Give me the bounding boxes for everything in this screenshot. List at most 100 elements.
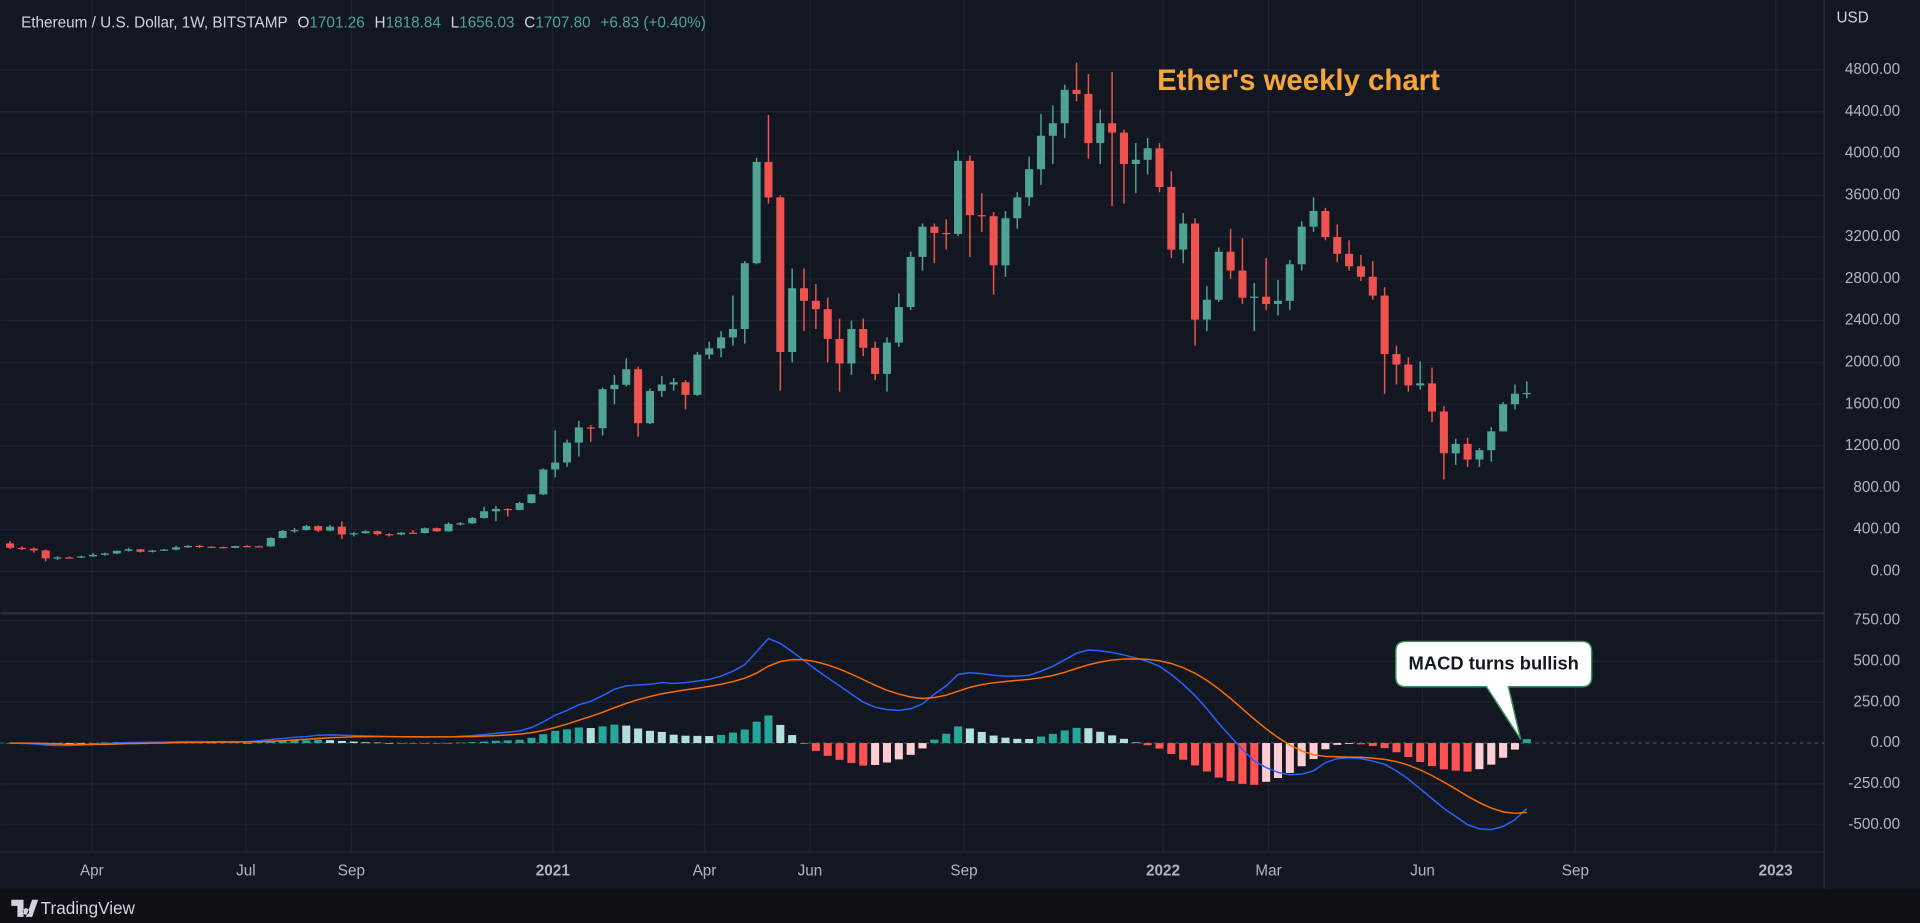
candle-body bbox=[136, 549, 145, 552]
candle-body bbox=[1119, 132, 1128, 164]
histogram-bar bbox=[420, 743, 429, 744]
candle-body bbox=[1048, 123, 1057, 136]
candle-body bbox=[574, 427, 583, 443]
candle-body bbox=[1345, 253, 1354, 267]
histogram-bar bbox=[503, 740, 512, 744]
candle-body bbox=[385, 534, 394, 536]
candle-body bbox=[610, 384, 619, 390]
histogram-bar bbox=[847, 743, 856, 763]
histogram-bar bbox=[1309, 743, 1318, 760]
x-tick-label: Sep bbox=[950, 863, 977, 880]
histogram-bar bbox=[278, 740, 287, 744]
candle-body bbox=[811, 300, 820, 310]
histogram-bar bbox=[290, 740, 299, 744]
histogram-bar bbox=[1333, 743, 1342, 745]
candle-body bbox=[124, 549, 133, 551]
candle-body bbox=[847, 329, 856, 364]
candle-body bbox=[657, 384, 666, 391]
candle-body bbox=[977, 215, 986, 217]
y-tick-label: 4000.00 bbox=[1845, 145, 1900, 162]
candle-body bbox=[1025, 169, 1034, 198]
histogram-bar bbox=[65, 743, 74, 745]
candle-body bbox=[882, 342, 891, 374]
candle-body bbox=[598, 389, 607, 429]
candle-body bbox=[1167, 186, 1176, 250]
candle-body bbox=[1356, 266, 1365, 277]
histogram-bar bbox=[1416, 743, 1425, 763]
histogram-bar bbox=[1119, 738, 1128, 744]
y-tick-label: 3200.00 bbox=[1845, 228, 1900, 245]
candle-body bbox=[1013, 197, 1022, 219]
histogram-bar bbox=[705, 736, 714, 744]
histogram-bar bbox=[1356, 743, 1365, 745]
histogram-bar bbox=[254, 742, 263, 744]
x-tick-label: 2022 bbox=[1146, 863, 1180, 880]
candle-body bbox=[1273, 300, 1283, 304]
candle-body bbox=[456, 523, 465, 525]
candle-body bbox=[1108, 123, 1117, 133]
candle-body bbox=[1036, 135, 1046, 170]
histogram-bar bbox=[456, 742, 465, 744]
marks bbox=[6, 62, 1531, 831]
candle-body bbox=[681, 382, 690, 395]
x-tick-label: 2021 bbox=[536, 863, 571, 880]
candle-body bbox=[539, 469, 548, 495]
candle-body bbox=[1096, 123, 1105, 144]
candle-body bbox=[160, 549, 169, 551]
histogram-bar bbox=[1463, 743, 1472, 772]
histogram-bar bbox=[1001, 737, 1010, 744]
candle-body bbox=[728, 329, 737, 338]
histogram-bar bbox=[1262, 743, 1271, 782]
candle-body bbox=[871, 347, 880, 374]
histogram-bar bbox=[1499, 743, 1508, 758]
ohlc-key: O bbox=[298, 14, 310, 31]
candle-body bbox=[503, 508, 512, 511]
histogram-bar bbox=[1108, 735, 1117, 744]
candle-body bbox=[894, 307, 903, 343]
ohlc-value: 1656.03 bbox=[459, 14, 514, 31]
histogram-bar bbox=[1084, 728, 1093, 744]
candle-body bbox=[1333, 237, 1342, 254]
histogram-bar bbox=[444, 743, 453, 744]
histogram-bar bbox=[1428, 743, 1437, 767]
candle-body bbox=[183, 545, 192, 548]
histogram-bar bbox=[657, 731, 666, 744]
histogram-bar bbox=[717, 734, 726, 744]
candle-body bbox=[1262, 296, 1271, 304]
candle-body bbox=[669, 382, 678, 385]
histogram-bar bbox=[1250, 743, 1259, 785]
histogram-bar bbox=[1522, 739, 1531, 744]
histogram-bar bbox=[1404, 743, 1413, 757]
histogram-bar bbox=[740, 729, 749, 744]
histogram-bar bbox=[989, 735, 998, 744]
ohlc-value: 1707.80 bbox=[535, 14, 590, 31]
candle-body bbox=[1380, 295, 1389, 355]
candle-body bbox=[195, 545, 204, 548]
candle-body bbox=[1238, 270, 1247, 298]
histogram-bar bbox=[314, 739, 323, 744]
histogram-bar bbox=[871, 743, 880, 765]
candle-body bbox=[444, 523, 453, 532]
histogram-bar bbox=[491, 740, 500, 744]
histogram-bar bbox=[551, 730, 560, 744]
candle-body bbox=[515, 503, 524, 510]
candle-body bbox=[397, 532, 406, 535]
histogram-bar bbox=[1202, 743, 1211, 772]
candle-body bbox=[1072, 89, 1081, 95]
histogram-bar bbox=[965, 728, 974, 744]
candle-body bbox=[420, 528, 429, 534]
candle-body bbox=[432, 528, 441, 532]
histogram-bar bbox=[408, 743, 418, 744]
histogram-bar bbox=[681, 735, 690, 744]
histogram-bar bbox=[361, 742, 370, 744]
ohlc-key: C bbox=[524, 14, 535, 31]
candle-body bbox=[717, 337, 726, 349]
candle-body bbox=[100, 553, 109, 555]
histogram-bar bbox=[219, 742, 228, 744]
y-tick-label: 4800.00 bbox=[1845, 61, 1900, 78]
candle-body bbox=[1451, 443, 1460, 454]
histogram-bar bbox=[811, 743, 820, 751]
candle-body bbox=[740, 263, 749, 330]
candle-body bbox=[1214, 251, 1223, 300]
candle-body bbox=[1522, 392, 1531, 395]
